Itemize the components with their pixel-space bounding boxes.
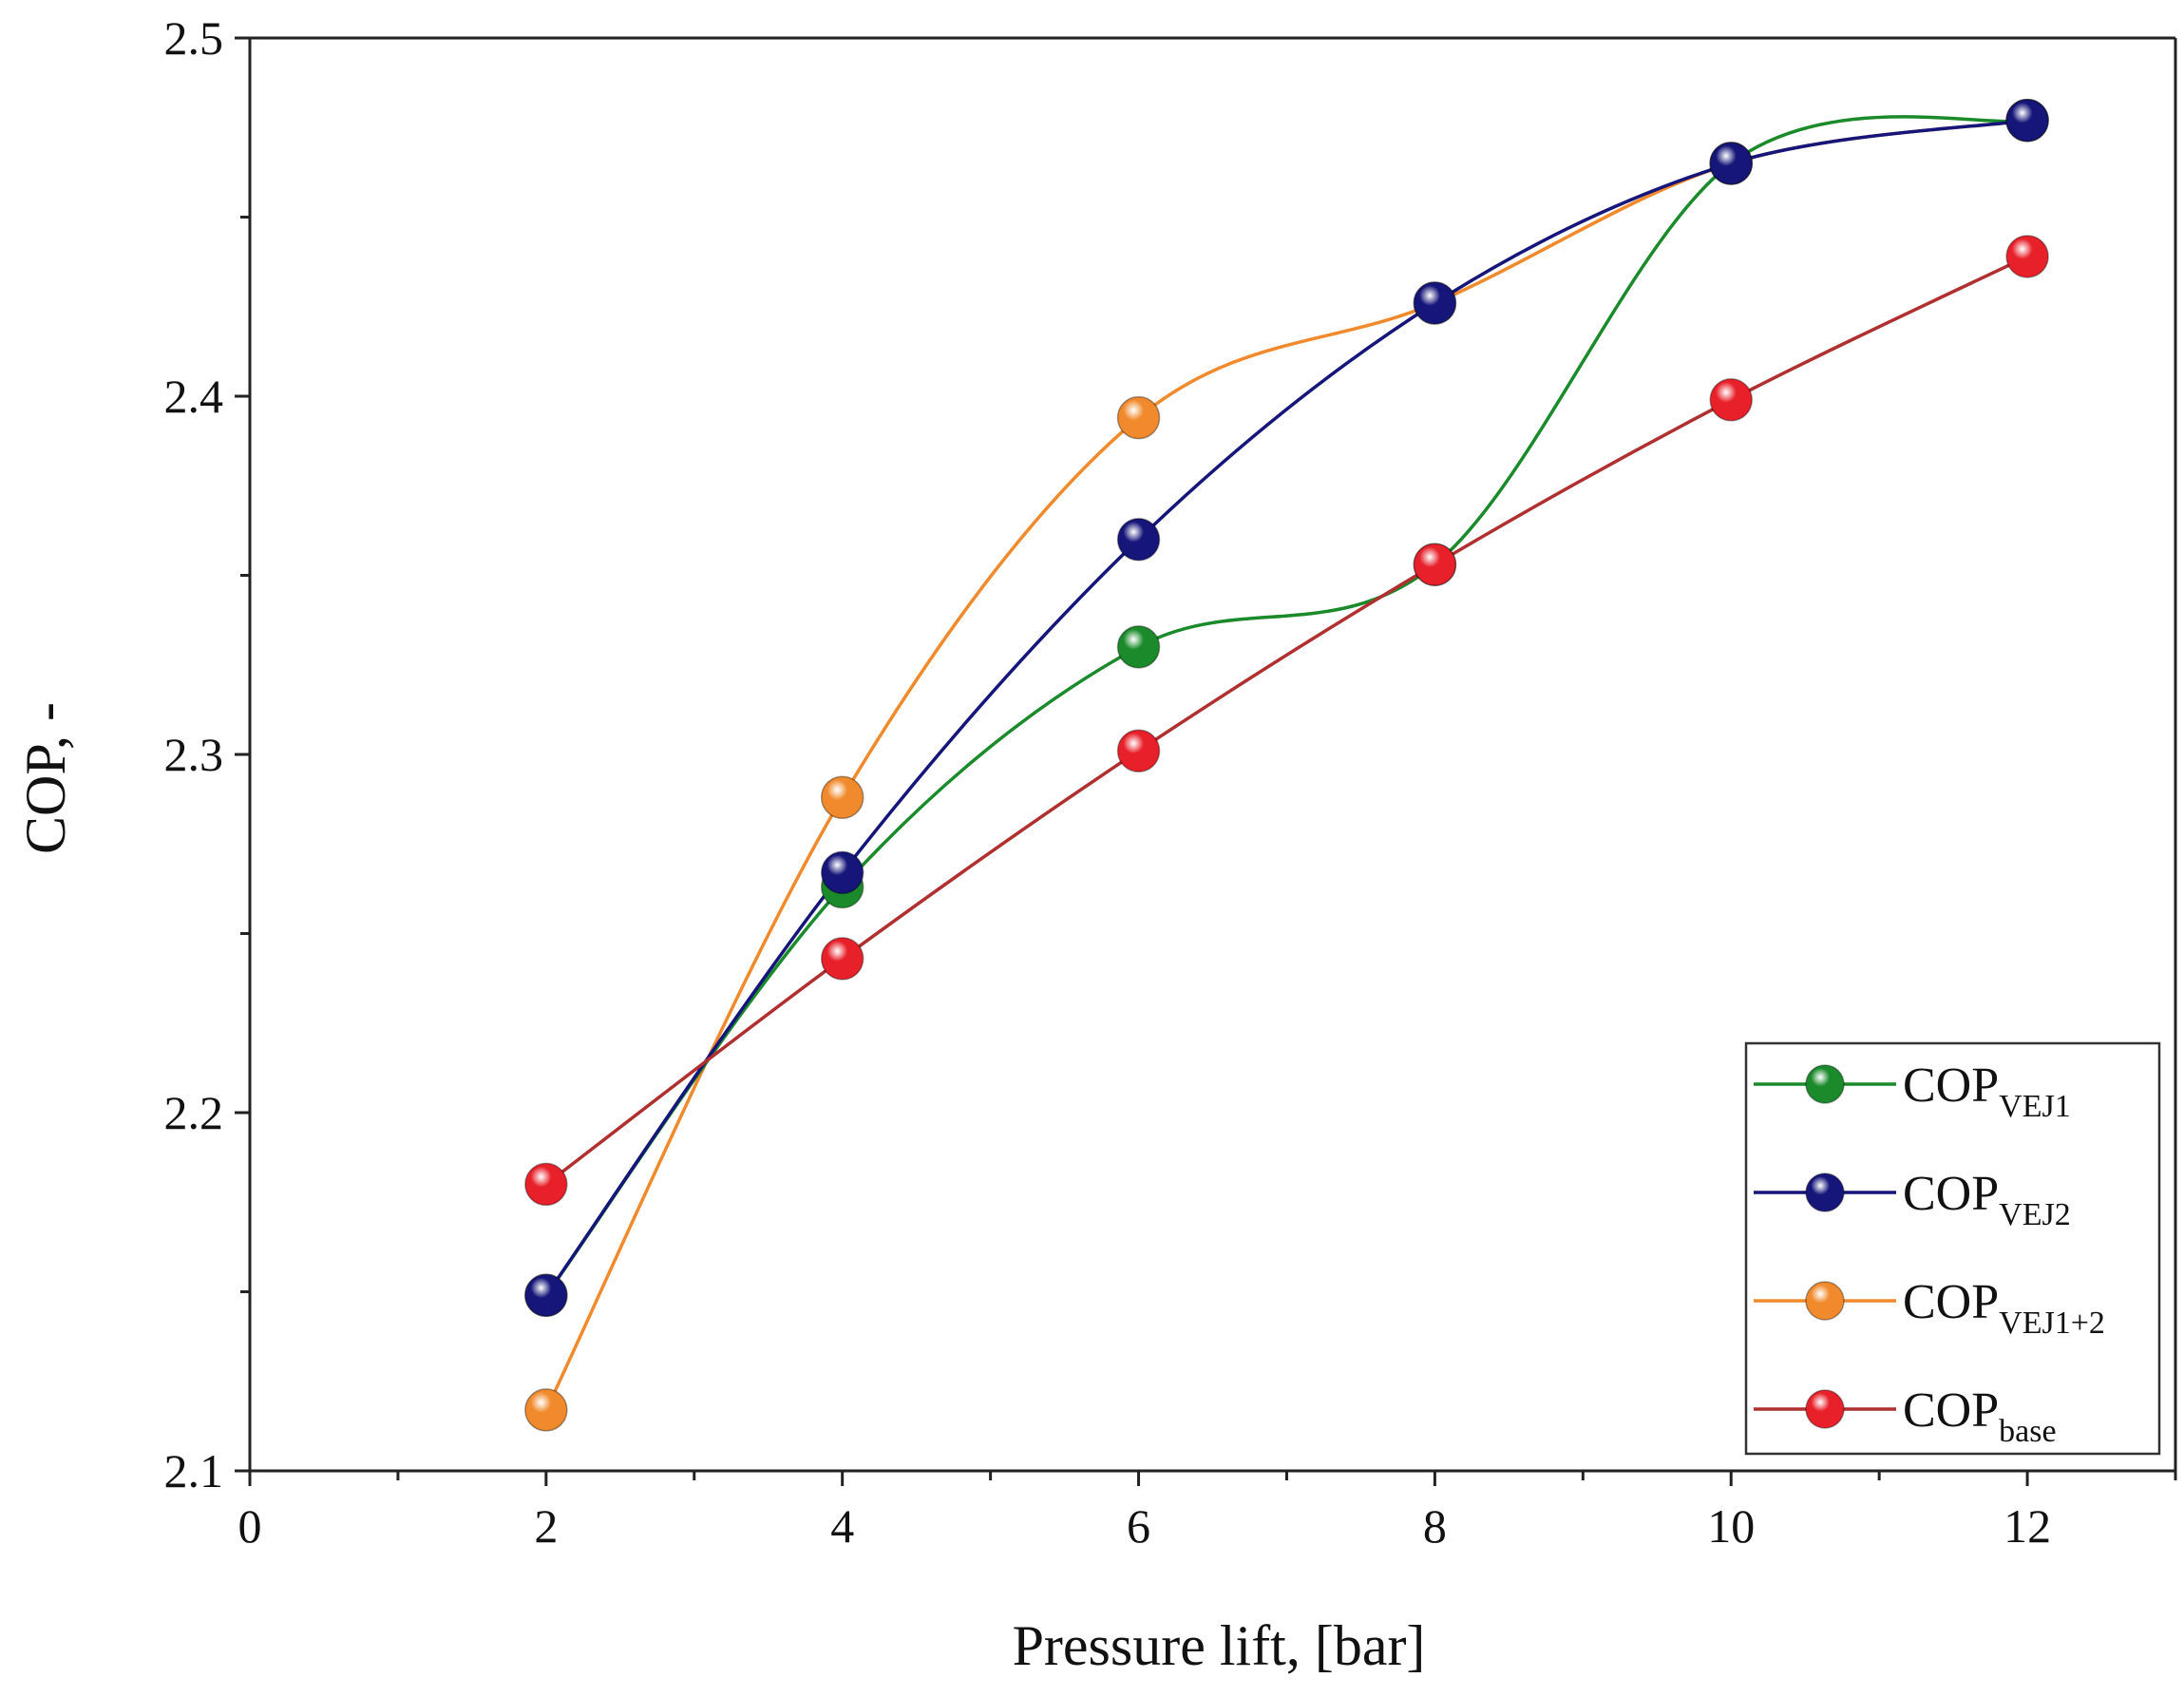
data-point-vej2 (820, 850, 864, 895)
series-line-base (544, 255, 2028, 1186)
data-point-vej1plus2 (524, 1388, 568, 1432)
x-tick-label: 8 (1423, 1499, 1447, 1553)
data-point-vej1 (1116, 625, 1161, 669)
y-tick-label: 2.1 (164, 1444, 224, 1497)
data-point-base (1709, 378, 1753, 422)
x-tick-label: 2 (534, 1499, 558, 1553)
data-point-base (1116, 729, 1161, 772)
series-markers (524, 98, 2049, 1432)
data-point-vej2 (524, 1273, 568, 1318)
legend-marker (1805, 1389, 1845, 1429)
y-tick-label: 2.2 (164, 1086, 224, 1139)
data-point-base (2005, 235, 2049, 278)
axes: 0 2 4 6 8 10 12 2.1 2.2 2.3 2.4 2.5 (164, 11, 2177, 1553)
data-point-vej2 (2005, 98, 2049, 143)
data-point-vej2 (1413, 281, 1457, 325)
x-tick-label: 0 (238, 1499, 262, 1553)
y-axis-title: COP, - (14, 702, 77, 854)
data-point-vej1plus2 (820, 775, 864, 819)
y-tick-label: 2.4 (164, 370, 224, 423)
legend-marker (1805, 1173, 1845, 1212)
legend-marker (1805, 1281, 1845, 1321)
legend-label-subscript: VEJ1+2 (1999, 1306, 2105, 1341)
legend-label-subscript: base (1999, 1414, 2056, 1449)
data-point-base (1413, 543, 1457, 586)
legend-label-subscript: VEJ1 (1999, 1089, 2071, 1124)
legend-marker (1805, 1064, 1845, 1104)
x-tick-label: 10 (1707, 1499, 1755, 1553)
data-point-vej1plus2 (1116, 395, 1161, 440)
y-tick-label: 2.3 (164, 728, 224, 781)
data-point-base (524, 1162, 568, 1207)
data-point-vej2 (1116, 518, 1161, 562)
legend-label-subscript: VEJ2 (1999, 1197, 2071, 1232)
data-point-base (820, 937, 864, 981)
x-tick-label: 12 (2004, 1499, 2051, 1553)
data-point-vej2 (1709, 142, 1753, 185)
x-tick-label: 6 (1127, 1499, 1150, 1553)
y-tick-label: 2.5 (164, 11, 224, 65)
legend-box (1744, 1041, 2161, 1456)
x-tick-label: 4 (830, 1499, 854, 1553)
x-axis-title: Pressure lift, [bar] (1013, 1614, 1426, 1677)
